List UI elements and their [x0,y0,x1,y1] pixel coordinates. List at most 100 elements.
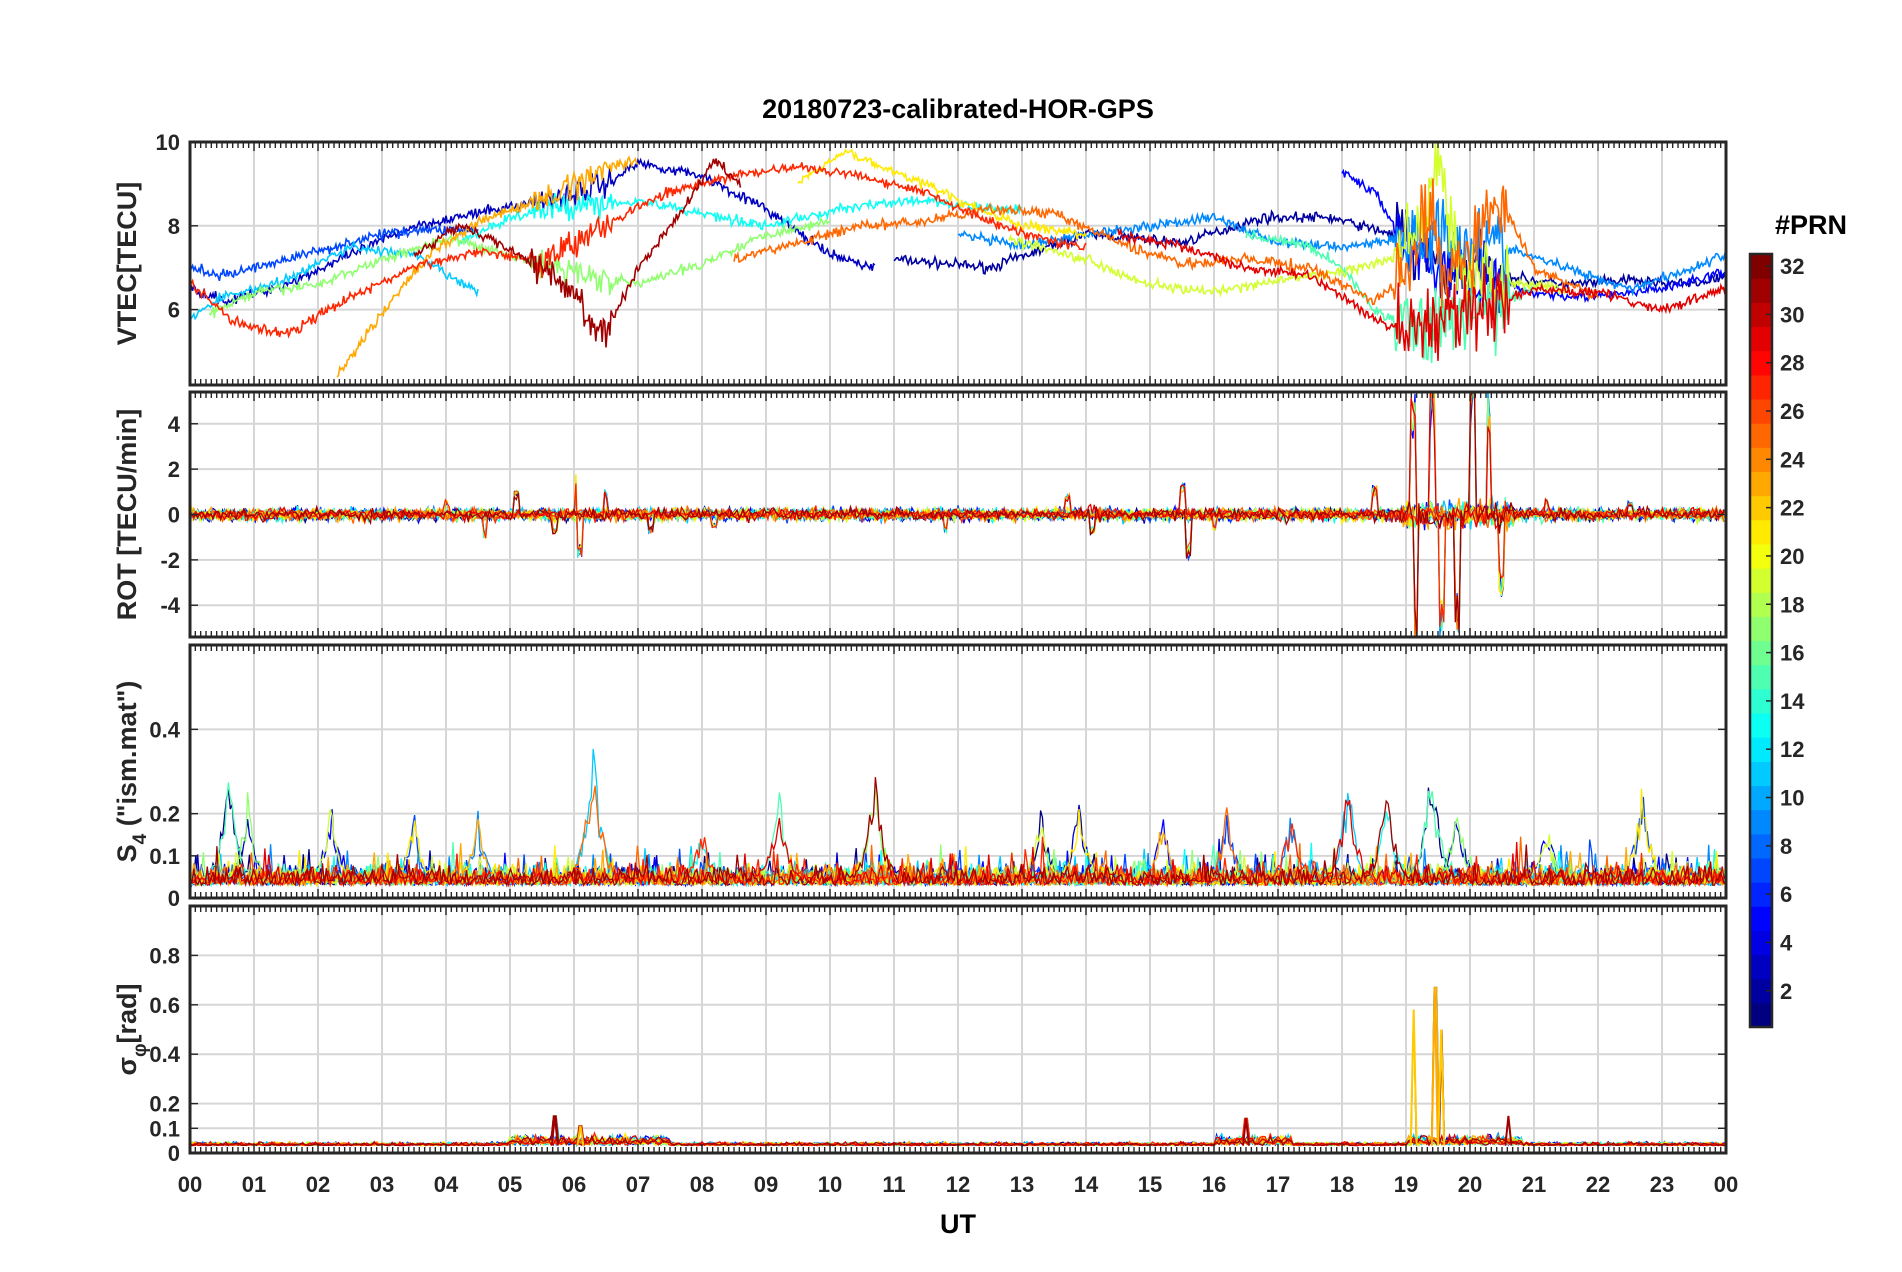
y-tick-label: 6 [168,298,180,323]
y-tick-label: 0.1 [149,1116,180,1141]
colorbar-segment [1750,543,1772,569]
x-tick-label: 01 [242,1172,266,1197]
colorbar-segment [1750,785,1772,811]
y-tick-label: 0.8 [149,943,180,968]
x-tick-label: 09 [754,1172,778,1197]
colorbar-segment [1750,640,1772,666]
sigma-spike [550,1115,559,1146]
y-tick-label: 0.2 [149,1092,180,1117]
colorbar-tick-label: 18 [1780,592,1804,617]
series-group [190,392,1725,637]
colorbar-segment [1750,592,1772,617]
x-axis: 00 01 02 03 04 05 06 07 08 09 10 11 12 13 14 15 16 17 18 19… [178,1172,1738,1197]
x-tick-label: 19 [1394,1172,1418,1197]
colorbar-segment [1750,1002,1772,1028]
x-tick-label: 08 [690,1172,714,1197]
colorbar-segment [1750,495,1772,521]
colorbar-tick-label: 14 [1780,689,1805,714]
y-tick-label: 0.6 [149,993,180,1018]
colorbar-segment [1750,447,1772,473]
colorbar-segment [1750,254,1772,279]
x-tick-label: 05 [498,1172,522,1197]
colorbar-segment [1750,712,1772,738]
x-tick-label: 21 [1522,1172,1546,1197]
panel-rot: -4 -2 0 2 4 ROT [TECU/min] [112,390,1728,639]
vtec-series-prn-25 [733,178,1599,309]
colorbar-tick-label: 20 [1780,544,1804,569]
y-tick-label: 0.1 [149,844,180,869]
y-axis-label-sigma_phi: σφ[rad] [112,983,151,1075]
colorbar-segment [1750,350,1772,376]
x-tick-label: 11 [882,1172,905,1197]
x-tick-label: 03 [370,1172,394,1197]
colorbar-tick-label: 30 [1780,302,1804,327]
colorbar-segment [1750,906,1772,931]
colorbar-segment [1750,978,1772,1004]
colorbar-segment [1750,398,1772,424]
grid [190,906,1726,1154]
colorbar-segment [1750,833,1772,859]
y-tick-label: 0 [168,886,180,911]
panel-s4: 0 0.1 0.2 0.4S4 ("ism.mat") [112,643,1728,911]
panel-sigma_phi: 00.10.2 0.4 0.6 0.8 σφ[rad] [112,904,1728,1166]
chart-title: 20180723-calibrated-HOR-GPS [762,94,1154,124]
y-tick-label: 0.2 [149,802,180,827]
x-tick-label: 06 [562,1172,586,1197]
x-tick-label: 04 [434,1172,459,1197]
x-tick-label: 17 [1266,1172,1290,1197]
y-tick-label: -4 [160,593,180,618]
colorbar-tick-label: 22 [1780,496,1804,521]
series-group [190,142,1726,378]
sigma-spike [576,1125,585,1146]
colorbar-tick-label: 32 [1780,254,1804,279]
x-tick-label: 13 [1010,1172,1034,1197]
x-tick-label: 20 [1458,1172,1482,1197]
y-tick-label: 2 [168,457,180,482]
vtec-series-prn-7 [190,223,479,282]
x-tick-label: 12 [946,1172,970,1197]
y-axis-label-rot: ROT [TECU/min] [112,409,142,620]
x-tick-label: 00 [178,1172,202,1197]
sigma-spike [1242,1118,1250,1146]
colorbar-tick-label: 16 [1780,641,1804,666]
y-tick-label: 0.4 [149,717,180,742]
series-group [190,748,1725,888]
colorbar-tick-label: 4 [1780,930,1793,955]
colorbar-segment [1750,374,1772,400]
colorbar-tick-label: 26 [1780,399,1804,424]
sigma-spike [1430,987,1439,1146]
colorbar-tick-label: 10 [1780,786,1804,811]
colorbar-segment [1750,616,1772,642]
colorbar-segment [1750,930,1772,956]
panel-frame [188,140,1728,387]
vtec-series-prn-13 [458,192,1023,245]
panel-frame [188,904,1728,1155]
vtec-series-prn-29 [1117,227,1726,361]
sigma-spike [1437,1029,1446,1146]
vtec-series-prn-23 [336,155,639,378]
grid [190,141,1726,385]
x-tick-label: 22 [1586,1172,1610,1197]
colorbar-segment [1750,761,1772,787]
y-axis-label-s4: S4 ("ism.mat") [112,681,151,863]
sigma-spike [1504,1115,1513,1146]
colorbar-tick-label: 6 [1780,882,1792,907]
y-tick-label: 0 [168,1141,180,1166]
sigma-spike [1409,1009,1418,1146]
colorbar-segment [1750,302,1772,328]
panel-frame [188,643,1728,900]
colorbar-segment [1750,326,1772,352]
x-tick-label: 07 [626,1172,650,1197]
x-tick-label: 15 [1138,1172,1162,1197]
colorbar-segment [1750,423,1772,448]
x-tick-label: 00 [1714,1172,1738,1197]
x-tick-label: 10 [818,1172,842,1197]
y-tick-label: 4 [168,412,181,437]
colorbar-segment [1750,809,1772,835]
colorbar-tick-label: 2 [1780,979,1792,1004]
y-tick-label: 10 [156,130,180,155]
colorbar-tick-label: 24 [1780,447,1805,472]
